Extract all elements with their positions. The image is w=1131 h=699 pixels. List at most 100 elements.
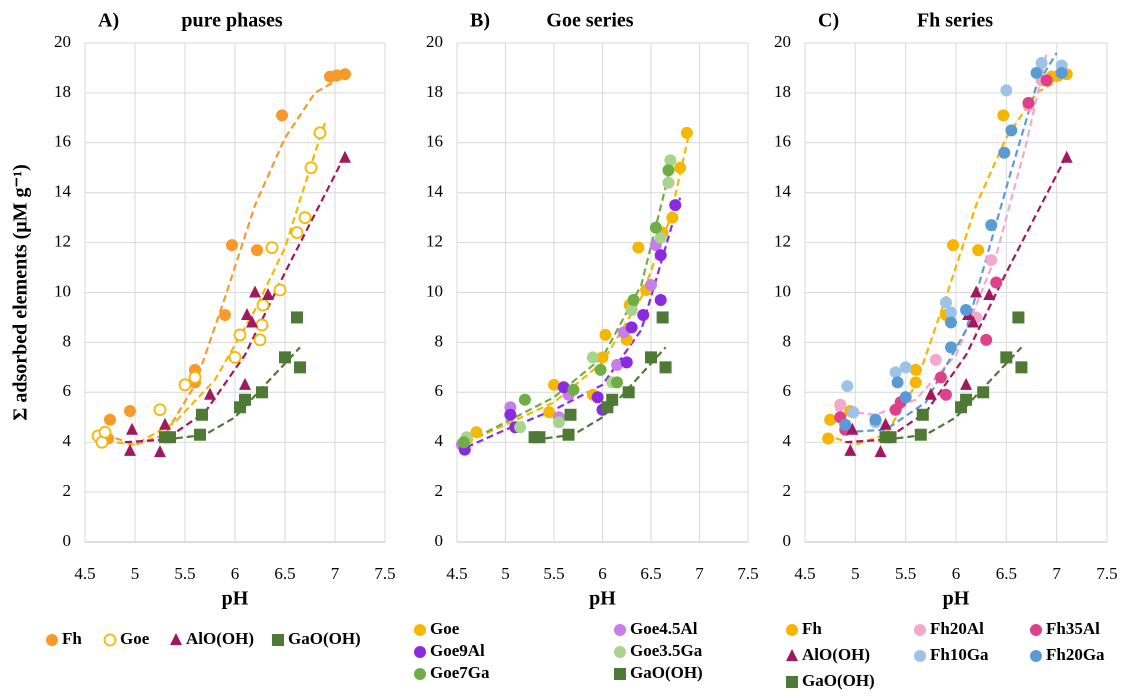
y-tick-label: 16 [54,132,71,151]
y-tick-label: 10 [54,281,71,300]
point [625,303,638,316]
point [153,403,167,417]
point [552,416,565,429]
point [562,428,575,441]
point [226,239,238,252]
x-tick-label: 7.5 [1096,564,1117,583]
point [178,378,192,392]
trend-line [164,346,301,441]
y-tick-label: 2 [63,481,72,500]
point [265,241,279,254]
legend-marker [272,634,284,646]
point [944,306,957,319]
point [909,363,922,376]
point [204,387,216,400]
legend-label: GaO(OH) [802,671,875,690]
point [251,244,263,257]
point [944,316,957,329]
legend-marker [614,624,626,636]
point [290,226,304,240]
legend-label: Goe9Al [430,641,485,660]
y-tick-label: 10 [774,281,791,300]
point [841,380,854,393]
point [154,445,166,458]
trend-line [104,74,346,446]
legend-marker [614,646,626,658]
point [611,376,624,389]
point [339,150,351,163]
point [627,293,640,306]
trend-line [534,346,667,441]
point [970,285,983,298]
point [659,361,672,374]
point [124,405,136,418]
point [1005,124,1018,137]
point [972,244,985,257]
x-axis-label: pH [222,588,249,610]
legend-label: Goe7Ga [430,663,490,682]
legend-marker [614,668,626,680]
point [916,408,929,421]
point [967,315,980,328]
point [273,283,287,297]
point [637,308,650,321]
point [1055,66,1068,79]
point [548,378,560,391]
point [514,421,527,434]
x-tick-label: 5 [851,564,860,583]
point [611,358,624,371]
point [543,406,556,419]
x-tick-label: 7.5 [737,564,758,583]
panel-label: A) [98,10,119,32]
point [1015,361,1028,374]
point [889,366,902,379]
point [298,211,312,225]
trend-line [845,154,1068,444]
point [594,363,607,376]
y-tick-label: 8 [435,331,444,350]
legend-marker [786,649,798,661]
point [518,393,531,406]
legend-marker [414,624,426,636]
trend-line [885,346,1023,441]
point [879,417,892,430]
point [159,417,171,430]
y-tick-label: 10 [426,281,443,300]
x-tick-label: 7 [1052,564,1061,583]
chart-title: Goe series [546,10,633,32]
legend-marker [170,633,182,645]
point [504,408,517,421]
point [839,418,852,431]
x-tick-label: 4.5 [794,564,815,583]
point [620,356,633,369]
point [985,254,998,267]
point [567,383,580,396]
point [586,351,599,364]
point [304,161,318,175]
point [884,431,897,444]
x-tick-label: 7 [695,564,704,583]
x-tick-label: 5.5 [174,564,195,583]
point [625,321,638,334]
legend-label: Fh [62,629,82,648]
point [249,285,261,298]
point [946,239,959,252]
point [960,377,973,390]
point [239,393,251,406]
point [674,161,687,174]
point [591,391,604,404]
point [654,231,667,244]
point [233,328,247,342]
point [279,351,291,364]
point [564,408,577,421]
y-tick-label: 0 [435,531,444,550]
point [934,371,947,384]
x-tick-label: 6.5 [996,564,1017,583]
x-tick-label: 7.5 [374,564,395,583]
point [654,249,667,262]
point [1000,351,1013,364]
x-axis-label: pH [943,588,970,610]
point [977,386,990,399]
y-tick-label: 6 [63,381,72,400]
